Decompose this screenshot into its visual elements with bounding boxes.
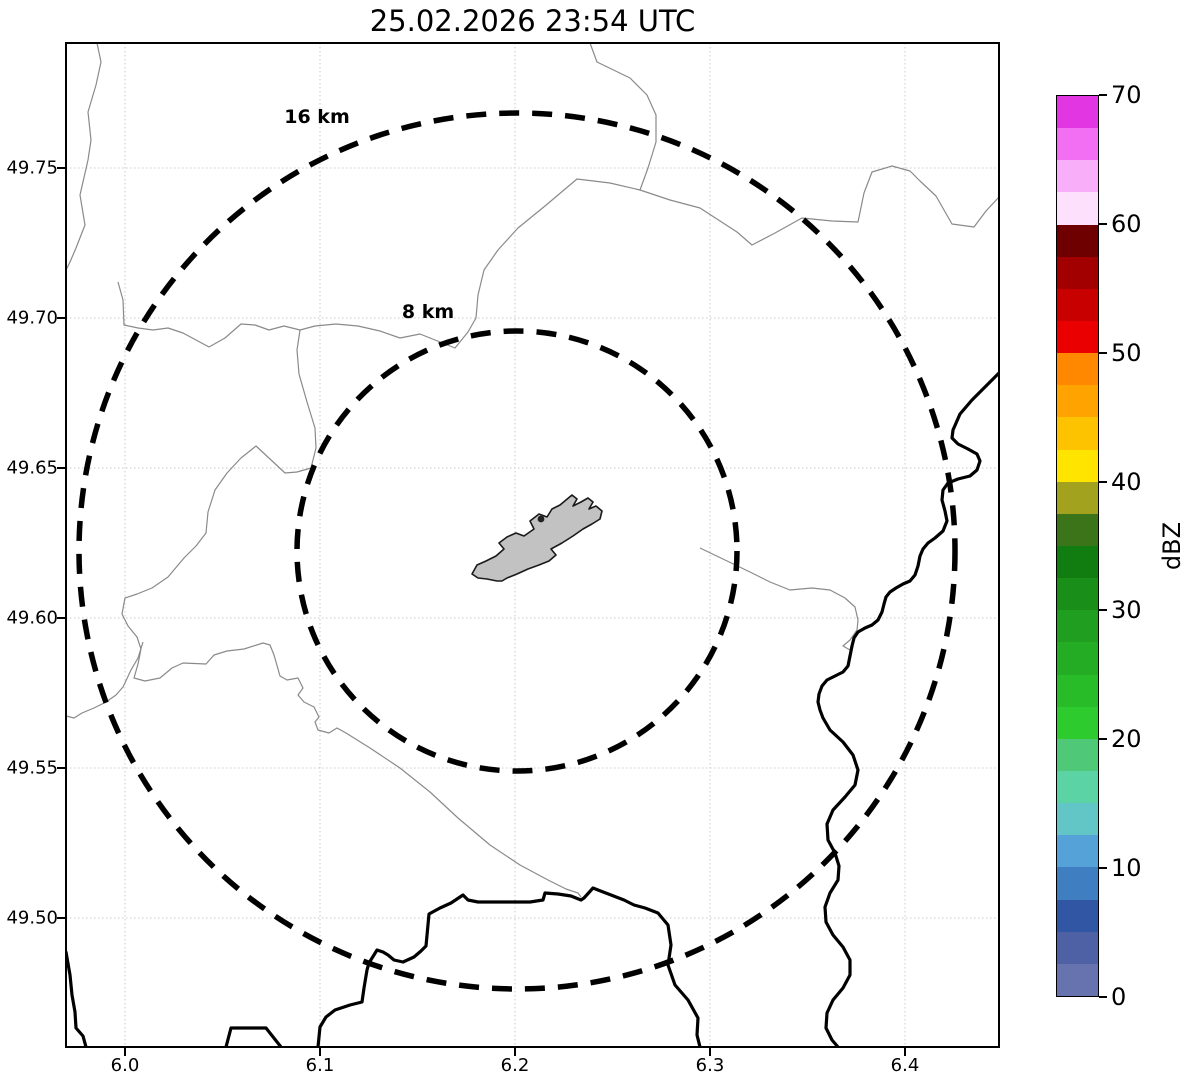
river xyxy=(699,547,859,651)
y-tick-label: 49.50 xyxy=(6,907,58,929)
colorbar-segment xyxy=(1057,835,1098,868)
colorbar-segment xyxy=(1057,320,1098,354)
colorbar-segment xyxy=(1057,610,1098,643)
river xyxy=(66,641,144,719)
colorbar-tick-label: 0 xyxy=(1111,983,1127,1011)
colorbar-segment xyxy=(1057,513,1098,546)
colorbar-segment xyxy=(1057,288,1098,321)
y-tick xyxy=(57,917,66,919)
y-tick xyxy=(57,617,66,619)
colorbar-segment xyxy=(1057,256,1098,289)
colorbar-tick-label: 20 xyxy=(1111,725,1142,754)
river xyxy=(121,329,582,898)
river xyxy=(117,178,641,349)
colorbar-segment xyxy=(1057,96,1098,129)
colorbar xyxy=(1056,95,1099,997)
y-tick-label: 49.75 xyxy=(6,157,58,179)
colorbar-tick-label: 40 xyxy=(1111,467,1142,496)
figure-title: 25.02.2026 23:54 UTC xyxy=(369,4,696,38)
radar-site-marker xyxy=(537,515,545,523)
colorbar-tick-label: 60 xyxy=(1111,209,1142,238)
river xyxy=(589,43,999,246)
river xyxy=(66,43,102,271)
colorbar-tick xyxy=(1099,351,1107,354)
range-ring-8km xyxy=(294,328,740,774)
range-ring-16km xyxy=(76,110,958,992)
colorbar-tick xyxy=(1099,609,1107,612)
airport-outline xyxy=(471,494,603,582)
colorbar-tick-label: 70 xyxy=(1111,81,1142,109)
colorbar-segment xyxy=(1057,738,1098,771)
colorbar-segment xyxy=(1057,706,1098,739)
colorbar-segment xyxy=(1057,545,1098,579)
colorbar-tick-label: 10 xyxy=(1111,854,1142,883)
colorbar-tick xyxy=(1099,867,1107,870)
y-tick-label: 49.60 xyxy=(6,607,58,629)
colorbar-segment xyxy=(1057,899,1098,932)
country-border-southwest xyxy=(66,950,88,1047)
colorbar-tick xyxy=(1099,480,1107,483)
ring-label-8km: 8 km xyxy=(401,301,455,323)
colorbar-segment xyxy=(1057,578,1098,611)
y-tick-label: 49.70 xyxy=(6,307,58,329)
colorbar-segment xyxy=(1057,224,1098,257)
y-tick xyxy=(57,767,66,769)
country-border-east xyxy=(816,371,999,1047)
colorbar-segment xyxy=(1057,449,1098,482)
x-tick-label: 6.2 xyxy=(500,1055,530,1076)
colorbar-segment xyxy=(1057,417,1098,450)
x-tick-label: 6.0 xyxy=(110,1055,140,1076)
colorbar-tick xyxy=(1099,222,1107,225)
colorbar-tick xyxy=(1099,996,1107,998)
colorbar-segment xyxy=(1057,770,1098,804)
colorbar-segment xyxy=(1057,385,1098,418)
x-tick-label: 6.1 xyxy=(305,1055,335,1076)
colorbar-segment xyxy=(1057,674,1098,707)
colorbar-tick xyxy=(1099,94,1107,96)
plot-frame xyxy=(65,42,1000,1048)
x-tick xyxy=(904,1047,906,1056)
x-tick xyxy=(709,1047,711,1056)
y-tick xyxy=(57,467,66,469)
y-tick xyxy=(57,317,66,319)
x-tick xyxy=(319,1047,321,1056)
colorbar-segment xyxy=(1057,642,1098,675)
x-tick-label: 6.3 xyxy=(695,1055,725,1076)
colorbar-segment xyxy=(1057,867,1098,900)
river-lines xyxy=(66,43,999,898)
colorbar-tick xyxy=(1099,738,1107,741)
colorbar-tick-label: 50 xyxy=(1111,338,1142,367)
x-tick xyxy=(124,1047,126,1056)
country-border-bump xyxy=(224,1026,283,1047)
colorbar-segment xyxy=(1057,963,1098,996)
grid-lines xyxy=(66,43,999,1047)
y-tick xyxy=(57,167,66,169)
ring-label-16km: 16 km xyxy=(284,106,350,128)
x-tick xyxy=(514,1047,516,1056)
country-border-south xyxy=(316,886,702,1047)
country-border-lines xyxy=(66,371,999,1047)
colorbar-segment xyxy=(1057,192,1098,225)
y-tick-label: 49.55 xyxy=(6,757,58,779)
colorbar-segment xyxy=(1057,160,1098,193)
colorbar-axis-label: dBZ xyxy=(1158,521,1187,571)
colorbar-segment xyxy=(1057,931,1098,964)
colorbar-segment xyxy=(1057,128,1098,161)
colorbar-segment xyxy=(1057,481,1098,514)
colorbar-segment xyxy=(1057,353,1098,386)
y-tick-label: 49.65 xyxy=(6,457,58,479)
x-tick-label: 6.4 xyxy=(890,1055,920,1076)
colorbar-segment xyxy=(1057,803,1098,836)
colorbar-tick-label: 30 xyxy=(1111,596,1142,625)
